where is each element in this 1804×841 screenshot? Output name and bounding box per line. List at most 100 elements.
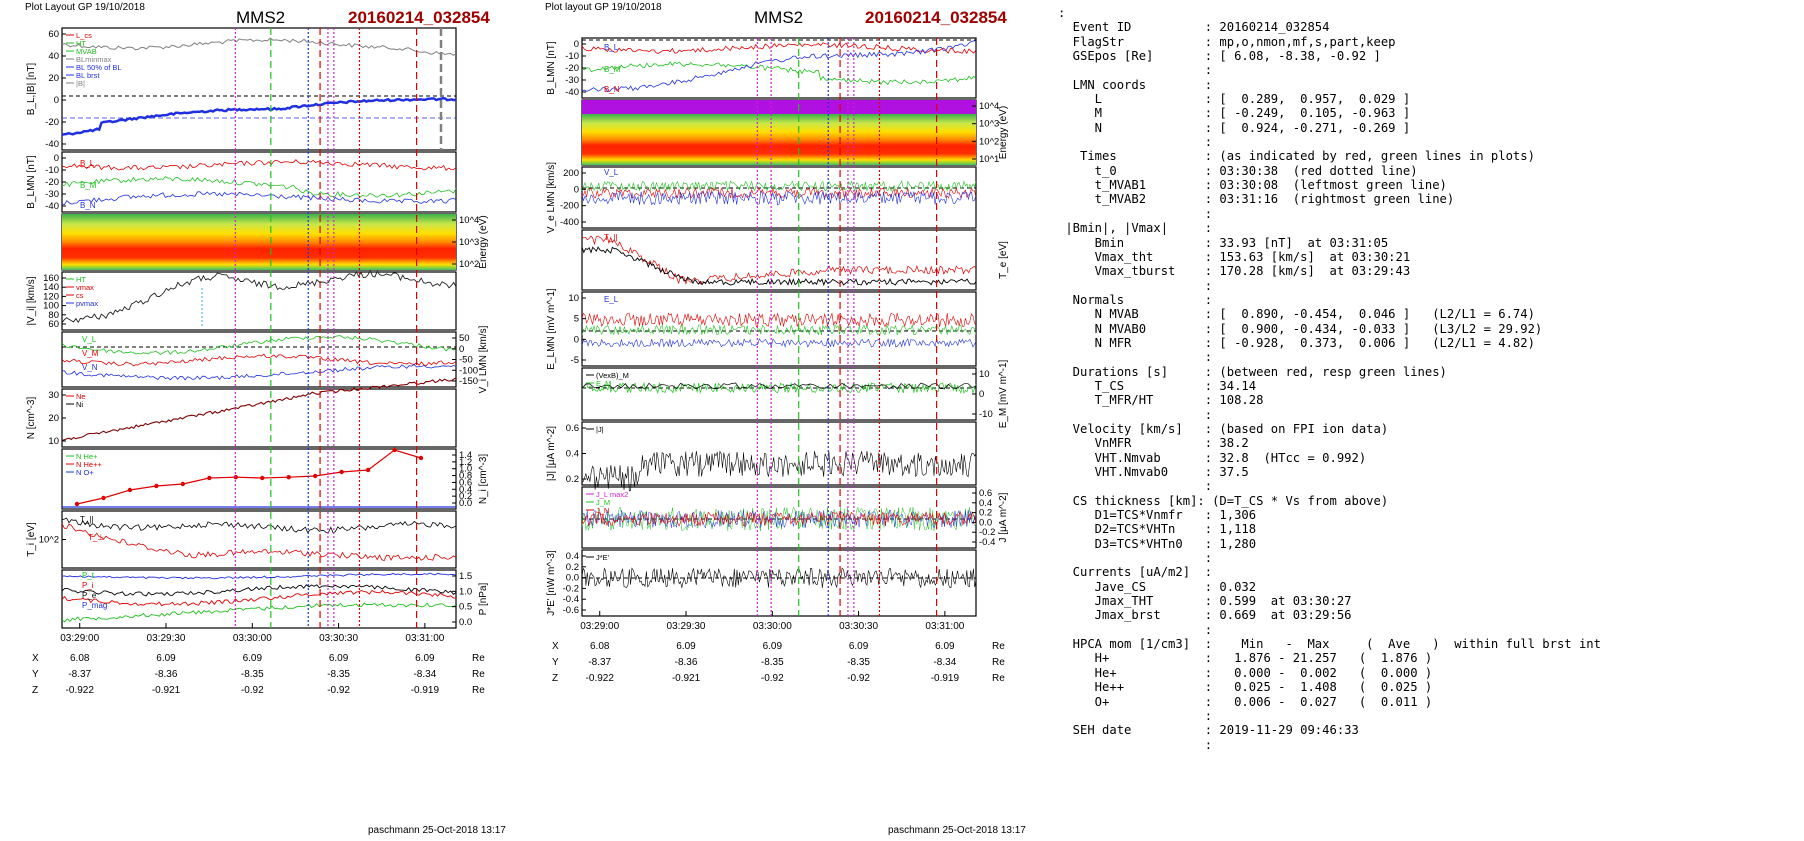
panel-frame <box>61 388 457 448</box>
info-line: He++ : 0.025 - 1.408 ( 0.025 ) <box>1094 680 1433 695</box>
position-row-label: Z <box>32 685 38 696</box>
legend-entry: BLminmax <box>76 55 112 64</box>
legend-entry: E_M <box>596 379 611 388</box>
y-axis-label: B_LMN [nT] <box>26 155 37 209</box>
position-value: 6.08 <box>70 653 90 664</box>
info-line: : <box>1204 622 1213 637</box>
panel-1: Energy (eV)10^4 10^3 10^2 10^1 <box>581 99 1009 166</box>
position-value: 6.09 <box>156 653 176 664</box>
data-trace <box>581 506 977 531</box>
position-value: -8.34 <box>413 669 436 680</box>
data-trace <box>61 191 457 205</box>
panel-frame <box>61 151 457 213</box>
y-tick-label: 30 <box>48 390 59 401</box>
legend-entry: Ne <box>76 392 86 401</box>
legend-entry: (VexB)_M <box>596 371 629 380</box>
trace-label: B_M <box>80 181 97 190</box>
y-tick-label-right: 10^2 <box>459 259 479 270</box>
y-tick-label-right: -50 <box>459 355 473 366</box>
position-value: -0.92 <box>327 685 350 696</box>
y-tick-label-right: 1.0 <box>459 464 472 475</box>
info-line: VHT.Nmvab : 32.8 (HTcc = 0.992) <box>1094 450 1367 465</box>
data-trace <box>61 159 457 171</box>
data-trace <box>581 567 977 589</box>
info-line: Jmax_brst : 0.669 at 03:29:56 <box>1094 608 1352 623</box>
data-trace <box>61 377 457 442</box>
position-row-label: Y <box>32 669 39 680</box>
he-pp-point <box>180 481 186 487</box>
info-line: H+ : 1.876 - 21.257 ( 1.876 ) <box>1094 651 1433 666</box>
position-value: 6.09 <box>243 653 263 664</box>
y-tick-label: 0.4 <box>566 551 579 562</box>
info-line: : <box>1058 6 1066 20</box>
data-trace <box>61 523 457 562</box>
info-line: He+ : 0.000 - 0.002 ( 0.000 ) <box>1094 665 1433 680</box>
info-line: N MFR : [ -0.928, 0.373, 0.006 ] (L2/L1 … <box>1094 335 1535 350</box>
y-axis-label-right: J [μA m^-2] <box>998 492 1009 542</box>
trace-label: P_i <box>82 581 94 590</box>
legend-entry: vmax <box>76 283 94 292</box>
y-tick-label-right: 0.0 <box>979 517 992 528</box>
y-axis-label-right: Energy (eV) <box>478 215 489 268</box>
trace-label: T_|| <box>604 233 618 242</box>
data-trace <box>61 572 457 580</box>
panel-frame <box>581 229 977 291</box>
y-tick-label: 10 <box>568 293 579 304</box>
y-tick-label-right: 0.0 <box>459 498 472 509</box>
plot-footer: paschmann 25-Oct-2018 13:17 <box>888 825 1026 836</box>
he-pp-trace <box>76 449 422 505</box>
info-line: : <box>1204 63 1213 78</box>
panel-frame <box>581 421 977 486</box>
y-axis-label: B_LMN [nT] <box>546 41 557 95</box>
y-axis-label: T_i [eV] <box>26 522 37 557</box>
y-tick-label: 0 <box>54 153 59 164</box>
position-value: -8.35 <box>847 657 870 668</box>
data-trace <box>61 353 457 367</box>
y-tick-label: -40 <box>45 139 59 150</box>
plot-header: Plot Layout GP 19/10/2018 <box>25 2 145 13</box>
trace-label: P_t <box>82 571 95 580</box>
info-line: N : [ 0.924, -0.271, -0.269 ] <box>1094 120 1411 135</box>
trace-label: V_M <box>82 349 99 358</box>
legend-entry: cs <box>76 291 84 300</box>
time-tick-label: 03:29:00 <box>580 621 619 632</box>
legend-entry: Ni <box>76 400 83 409</box>
plot-footer: paschmann 25-Oct-2018 13:17 <box>368 825 506 836</box>
trace-label: T_|| <box>80 515 94 524</box>
trace-label: B_M <box>604 65 621 74</box>
info-line: Bmin : 33.93 [nT] at 03:31:05 <box>1094 235 1389 250</box>
y-axis-label: J*E' [nW m^-3] <box>546 550 557 616</box>
y-tick-label: 60 <box>48 29 59 40</box>
y-axis-label: E_LMN [mV m^-1] <box>546 288 557 370</box>
info-line: : <box>1204 135 1213 150</box>
position-value: -0.92 <box>847 673 870 684</box>
info-line: : <box>1204 278 1213 293</box>
data-trace <box>581 323 977 336</box>
position-value: 6.09 <box>849 641 869 652</box>
y-tick-label-right: 0.6 <box>459 477 472 488</box>
y-axis-label: B_L,|B| [nT] <box>26 63 37 116</box>
y-tick-label: 120 <box>43 291 59 302</box>
trace-label: V_L <box>604 168 619 177</box>
data-trace <box>61 602 457 623</box>
y-tick-label: -400 <box>560 217 579 228</box>
y-tick-label: -0.6 <box>563 605 579 616</box>
y-tick-label: -0.2 <box>563 583 579 594</box>
data-trace <box>581 187 977 200</box>
y-tick-label-right: 0.2 <box>459 491 472 502</box>
position-value: -0.92 <box>761 673 784 684</box>
trace-label: V_L <box>82 335 97 344</box>
data-trace <box>581 42 977 55</box>
info-line: Velocity [km/s] : (based on FPI ion data… <box>1072 421 1389 436</box>
y-tick-label: 140 <box>43 282 59 293</box>
y-tick-label-right: 10 <box>979 369 990 380</box>
info-line: : <box>1204 737 1213 752</box>
panel-3: T_e [eV] T_|| <box>581 229 1009 291</box>
position-unit: Re <box>472 669 485 680</box>
panel-frame <box>61 448 457 510</box>
trace-label: V_N <box>82 363 98 372</box>
info-line: : <box>1204 206 1213 221</box>
y-tick-label-right: 10^3 <box>979 119 999 130</box>
legend-entry: MVAB <box>76 47 97 56</box>
position-unit: Re <box>992 641 1005 652</box>
